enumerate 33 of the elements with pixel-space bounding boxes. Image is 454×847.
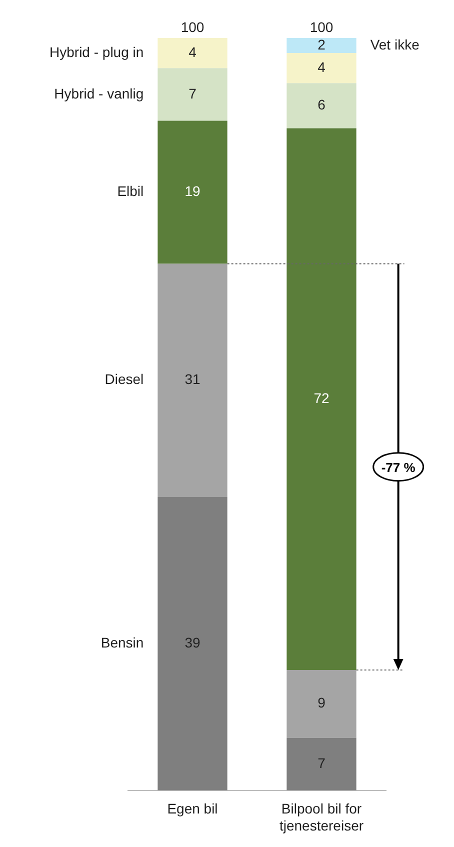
bar	[286, 670, 356, 738]
series-label: Hybrid - plug in	[50, 44, 144, 60]
data-label: 39	[184, 634, 200, 651]
x-tick-label: Bilpool bil for tjenestereiser	[279, 800, 364, 834]
data-label: 19	[184, 183, 200, 200]
series-label: Diesel	[104, 371, 144, 388]
bar	[286, 38, 356, 54]
bar	[286, 83, 356, 128]
bar	[158, 68, 228, 121]
data-label: 4	[318, 58, 326, 75]
series-label: Vet ikke	[370, 36, 420, 52]
data-label: 4	[188, 44, 197, 60]
total-label: 100	[180, 18, 204, 35]
data-label: 7	[188, 85, 197, 102]
bar	[158, 496, 228, 790]
bar	[286, 128, 356, 670]
bar	[158, 120, 228, 264]
bar	[286, 53, 356, 84]
series-label: Hybrid - vanlig	[54, 85, 144, 102]
series-label: Bensin	[100, 634, 144, 651]
data-label: 6	[318, 96, 326, 113]
bar	[158, 38, 228, 68]
total-label: 100	[310, 18, 334, 35]
data-label: 9	[318, 694, 326, 711]
data-label: 7	[318, 754, 326, 771]
bar	[286, 738, 356, 790]
x-tick-label: Egen bil	[167, 800, 218, 817]
series-label: Elbil	[117, 183, 144, 200]
data-label: 2	[318, 36, 326, 52]
data-label: 72	[314, 390, 330, 406]
annotation: -77 %	[381, 460, 416, 475]
bar	[158, 264, 228, 497]
data-label: 31	[184, 371, 200, 388]
